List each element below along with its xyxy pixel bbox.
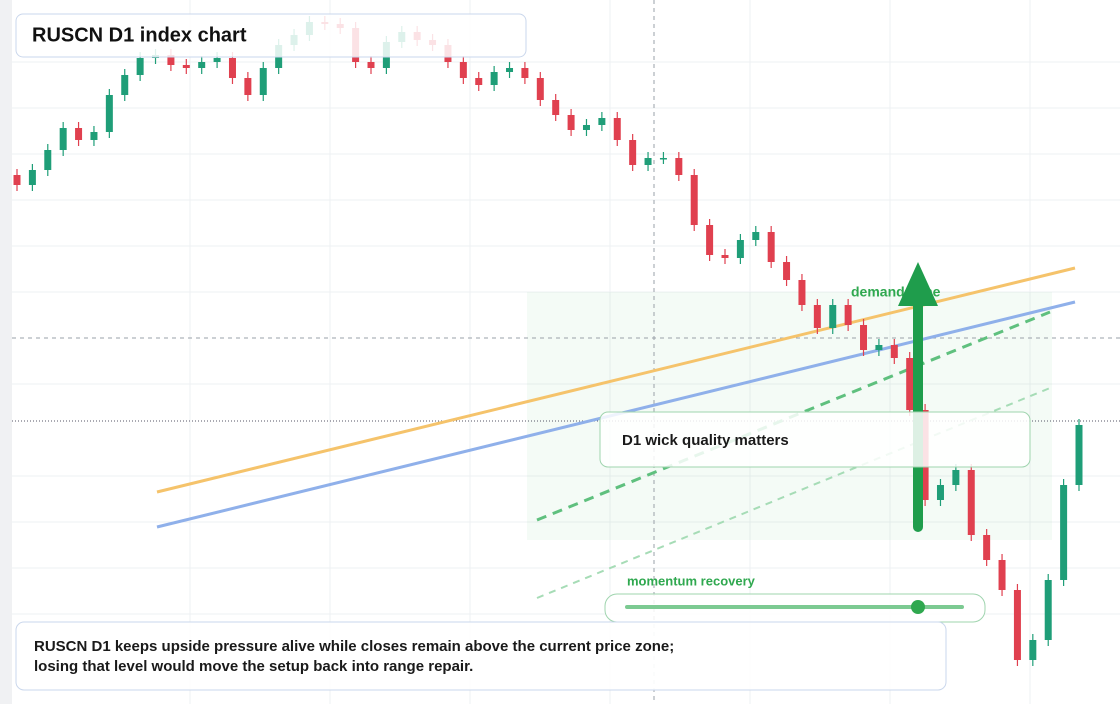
candle-body bbox=[182, 65, 190, 68]
candle-body bbox=[582, 125, 590, 130]
candle-body bbox=[506, 68, 514, 72]
candle-body bbox=[829, 305, 837, 328]
note-line: RUSCN D1 keeps upside pressure alive whi… bbox=[34, 638, 674, 655]
candle-body bbox=[967, 470, 975, 535]
slider-label: momentum recovery bbox=[627, 573, 756, 588]
note-box bbox=[15, 621, 947, 691]
candle-body bbox=[90, 132, 98, 140]
candle-body bbox=[136, 58, 144, 75]
grid bbox=[12, 0, 1120, 704]
candle-body bbox=[721, 255, 729, 258]
candle-body bbox=[644, 158, 652, 165]
slider-knob[interactable] bbox=[911, 600, 925, 614]
candle-body bbox=[983, 535, 991, 560]
callout-box bbox=[599, 411, 1031, 468]
candle-body bbox=[75, 128, 83, 140]
candle-body bbox=[1075, 425, 1083, 485]
left-edge bbox=[0, 0, 12, 704]
note-line: losing that level would move the setup b… bbox=[34, 658, 473, 675]
candle-body bbox=[1013, 590, 1021, 660]
candle-body bbox=[629, 140, 637, 165]
candle-body bbox=[752, 232, 760, 240]
candle-body bbox=[367, 62, 375, 68]
candle-body bbox=[1044, 580, 1052, 640]
candle-body bbox=[490, 72, 498, 85]
candle-body bbox=[167, 55, 175, 65]
candle-body bbox=[936, 485, 944, 500]
candle-body bbox=[690, 175, 698, 225]
candle-body bbox=[952, 470, 960, 485]
candle-body bbox=[783, 262, 791, 280]
candle-body bbox=[890, 345, 898, 358]
candle-body bbox=[28, 170, 36, 185]
candle-body bbox=[44, 150, 52, 170]
candle-body bbox=[798, 280, 806, 305]
title-box bbox=[15, 13, 527, 58]
candle-body bbox=[13, 175, 21, 185]
candle-body bbox=[844, 305, 852, 325]
candle-body bbox=[552, 100, 560, 115]
candle-body bbox=[244, 78, 252, 95]
candle-body bbox=[736, 240, 744, 258]
candle-body bbox=[228, 58, 236, 78]
candle-body bbox=[675, 158, 683, 175]
candle-body bbox=[213, 58, 221, 62]
candle-body bbox=[536, 78, 544, 100]
candle-body bbox=[198, 62, 206, 68]
candle-body bbox=[475, 78, 483, 85]
candle-body bbox=[598, 118, 606, 125]
candle-body bbox=[860, 325, 868, 350]
candle-body bbox=[105, 95, 113, 132]
candle-body bbox=[706, 225, 714, 255]
candle-body bbox=[613, 118, 621, 140]
candle-body bbox=[567, 115, 575, 130]
candle-body bbox=[121, 75, 129, 95]
candle-body bbox=[1060, 485, 1068, 580]
candle-body bbox=[813, 305, 821, 328]
chart-title: RUSCN D1 index chart bbox=[32, 24, 247, 46]
candle-body bbox=[659, 158, 667, 160]
candle-body bbox=[259, 68, 267, 95]
candle-body bbox=[59, 128, 67, 150]
candle-body bbox=[998, 560, 1006, 590]
candle-body bbox=[906, 358, 914, 410]
candle-body bbox=[875, 345, 883, 350]
candle-body bbox=[459, 62, 467, 78]
candle-body bbox=[521, 68, 529, 78]
candle-body bbox=[767, 232, 775, 262]
callout-text: D1 wick quality matters bbox=[622, 432, 789, 449]
candle-body bbox=[1029, 640, 1037, 660]
